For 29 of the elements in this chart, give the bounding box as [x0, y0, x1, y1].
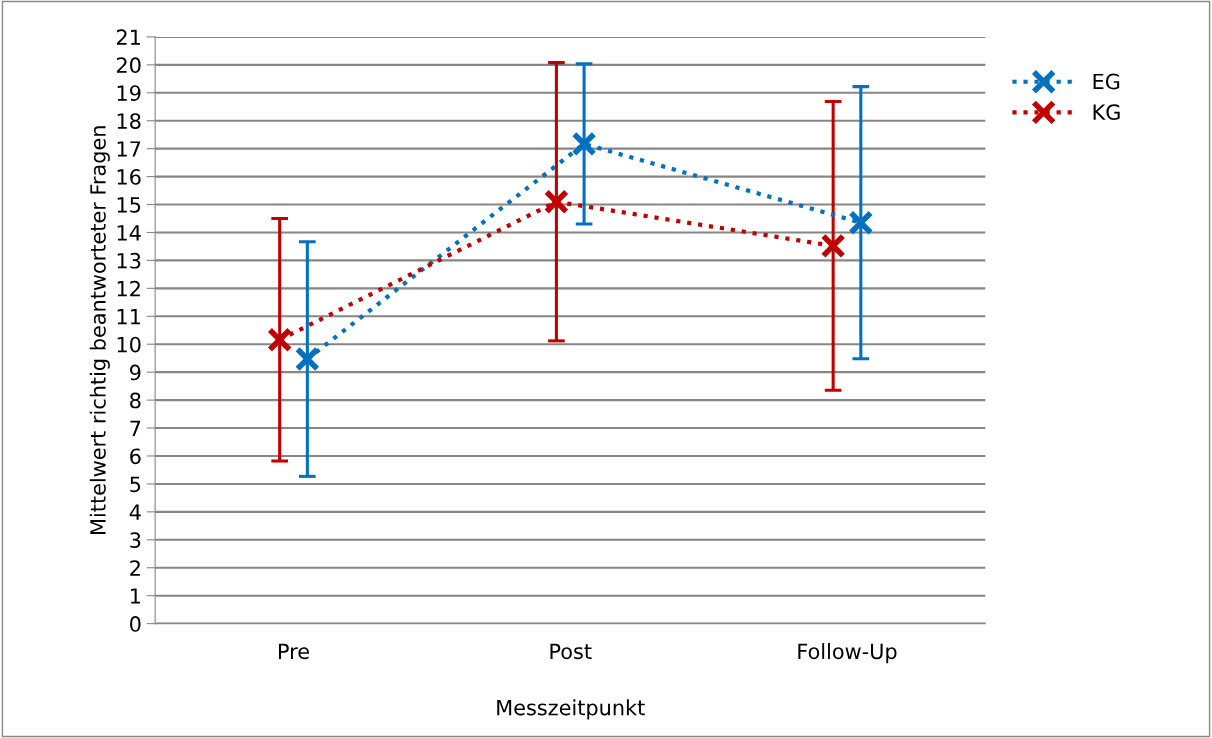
y-tick-label: 3 — [130, 532, 141, 549]
y-tick-label: 16 — [117, 169, 141, 185]
y-tick-label: 1 — [130, 588, 141, 604]
y-tick-label: 18 — [117, 113, 141, 129]
x-tick-label: Post — [550, 643, 592, 660]
y-tick-label: 0 — [130, 616, 141, 632]
y-tick-label: 13 — [117, 252, 141, 269]
y-tick-label: 11 — [117, 309, 141, 325]
y-tick-label: 7 — [130, 420, 141, 436]
x-tick-label: Pre — [278, 643, 309, 660]
x-axis-title: Messzeitpunkt — [497, 699, 645, 720]
y-tick-label: 2 — [130, 560, 140, 576]
y-tick-label: 5 — [130, 476, 141, 493]
y-tick-label: 19 — [117, 85, 141, 101]
y-tick-label: 4 — [129, 504, 141, 520]
y-tick-label: 10 — [117, 336, 141, 353]
y-axis-title: Mittelwert richtig beantworteter Fragen — [89, 126, 110, 534]
y-tick-label: 14 — [117, 225, 141, 241]
legend-label: EG — [1093, 73, 1120, 90]
y-tick-label: 8 — [130, 392, 141, 409]
legend-label: KG — [1093, 104, 1120, 120]
y-tick-label: 12 — [117, 280, 140, 297]
y-tick-label: 20 — [116, 57, 141, 74]
y-tick-label: 17 — [117, 141, 141, 157]
y-tick-label: 15 — [117, 197, 141, 213]
y-tick-label: 9 — [130, 364, 141, 381]
y-tick-label: 6 — [130, 448, 141, 465]
y-tick-label: 21 — [116, 29, 141, 45]
x-tick-label: Follow-Up — [798, 643, 897, 664]
